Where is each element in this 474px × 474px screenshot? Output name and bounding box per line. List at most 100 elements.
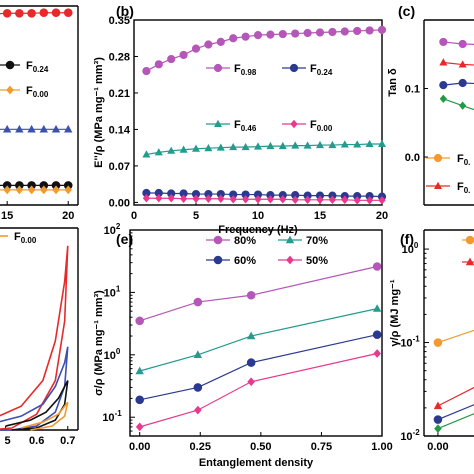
panel-b-legend-marker <box>213 63 223 73</box>
panel-a-point <box>2 124 12 133</box>
panel-c-legend-a: F0. <box>457 153 470 167</box>
panel-e-legend-marker <box>285 235 295 244</box>
panel-c-point <box>439 37 448 47</box>
panel-c-legend-marker-a <box>433 153 443 163</box>
panel-c-series-line <box>443 82 474 86</box>
panel-b-x-tick-label: 0 <box>131 210 137 222</box>
panel-b-point <box>154 60 163 69</box>
panel-f-y-tick-label: 100 <box>402 241 419 256</box>
panel-b-y-tick-label: 0.35 <box>109 15 130 27</box>
panel-b-y-tick-label: 0.00 <box>109 197 130 209</box>
panel-f-y-label: γ/ρ (MJ mg⁻¹ <box>389 279 401 346</box>
panel-b-y-label: E''/ρ (MPa mg⁻¹ mm³) <box>93 57 105 168</box>
panel-b-point <box>154 148 163 156</box>
panel-e-series-line <box>139 265 378 322</box>
panel-a-point <box>27 124 36 133</box>
panel-b-point <box>365 26 374 35</box>
panel-b-point <box>142 194 150 203</box>
panel-b-point <box>303 28 312 38</box>
panel-b-point <box>216 143 225 151</box>
panel-b-point <box>254 195 262 204</box>
panel-f-point <box>433 338 443 347</box>
panel-b-legend-label: F0.24 <box>310 63 333 77</box>
panel-b-point <box>353 196 361 205</box>
panel-c-point <box>458 78 467 88</box>
panel-e-y-tick-label: 101 <box>104 284 121 299</box>
panel-d-series-line <box>0 245 69 430</box>
panel-e-point <box>247 377 255 387</box>
panel-e-y-tick-label: 102 <box>104 222 121 237</box>
panel-c-point <box>458 60 467 68</box>
panel-d-series-line <box>5 380 69 431</box>
panel-c-point <box>458 39 467 49</box>
panel-e-point <box>372 304 382 312</box>
panel-a-legend-f024: F0.24 <box>26 60 49 74</box>
panel-b-point <box>340 140 349 148</box>
panel-d-x-tick-label: 0.6 <box>29 435 44 447</box>
panel-e-point <box>372 330 382 340</box>
panel-b-point <box>142 66 151 76</box>
panel-c-y-tick-label: 0.0 <box>405 152 420 164</box>
panel-b-point <box>278 29 287 39</box>
panel-c-point <box>439 80 448 90</box>
panel-b-point <box>241 32 250 41</box>
panel-e-label: (e) <box>116 231 133 247</box>
panel-b-point <box>377 25 387 35</box>
panel-e-series-line <box>139 308 378 372</box>
panel-e-point <box>372 262 382 271</box>
panel-e-legend-marker <box>286 255 294 265</box>
panel-f-point <box>433 415 443 424</box>
panel-b-point <box>378 139 386 148</box>
panel-a-point <box>51 8 61 18</box>
panel-b-label: (b) <box>116 3 134 19</box>
panel-b-point <box>192 144 200 152</box>
panel-b: (b)0 5 10 15 200.000.070.140.210.280.35Frequ… <box>93 3 388 236</box>
panel-a-legend-f000: F0.00 <box>26 85 49 99</box>
panel-b-point <box>253 31 263 40</box>
panel-a-point <box>51 124 61 133</box>
panel-d-x-tick-label: 0.7 <box>60 435 75 447</box>
panel-b-point <box>378 196 386 205</box>
panel-c-series-line <box>443 61 474 66</box>
panel-e-point <box>373 349 381 358</box>
panel-e-point <box>194 405 202 415</box>
panel-b-y-tick-label: 0.21 <box>109 88 130 100</box>
panel-a-point <box>15 185 24 195</box>
panel-b-point <box>341 195 349 204</box>
panel-c-label: (c) <box>398 3 415 19</box>
panel-a-point <box>64 124 73 133</box>
panel-b-point <box>192 194 200 203</box>
panel-a-point <box>40 185 48 195</box>
panel-f-y-tick-label: 10-1 <box>400 335 420 350</box>
panel-e-legend-label: 80% <box>234 235 256 247</box>
panel-d-legend-f000: F0.00 <box>14 231 37 245</box>
panel-e-point <box>135 316 144 326</box>
panel-b-legend-marker <box>289 63 299 73</box>
panel-c-point <box>439 94 447 103</box>
panel-b-point <box>266 30 275 39</box>
panel-b-x-tick-label: 15 <box>314 210 326 222</box>
panel-b-point <box>340 27 349 36</box>
panel-b-point <box>142 150 151 158</box>
panel-f: (f) 10-2 10-1 100 0.00 γ/ρ (MJ mg⁻¹ <box>389 229 474 453</box>
panel-a-point <box>3 185 11 195</box>
panel-d-series-line <box>20 401 69 431</box>
panel-b-point <box>217 194 225 203</box>
panel-b-point <box>291 29 300 38</box>
panel-b-point <box>229 195 237 204</box>
panel-b-legend-marker <box>290 119 298 129</box>
panel-c-series-line <box>443 98 474 111</box>
panel-e-point <box>193 350 203 359</box>
panel-b-legend-label: F0.46 <box>234 119 257 133</box>
panel-e-x-label: Entanglement density <box>199 457 314 469</box>
panel-e-point <box>135 422 144 432</box>
panel-b-point <box>291 141 300 149</box>
panel-b-point <box>167 194 175 203</box>
panel-c-y-label: Tan δ <box>387 68 399 97</box>
panel-d-x-tick-label: 5 <box>4 435 10 447</box>
panel-b-legend-label: F0.98 <box>234 63 257 77</box>
panel-b-point <box>167 146 176 154</box>
panel-e-point <box>135 366 144 375</box>
panel-b-point <box>180 194 188 203</box>
panel-b-y-tick-label: 0.14 <box>109 124 131 136</box>
